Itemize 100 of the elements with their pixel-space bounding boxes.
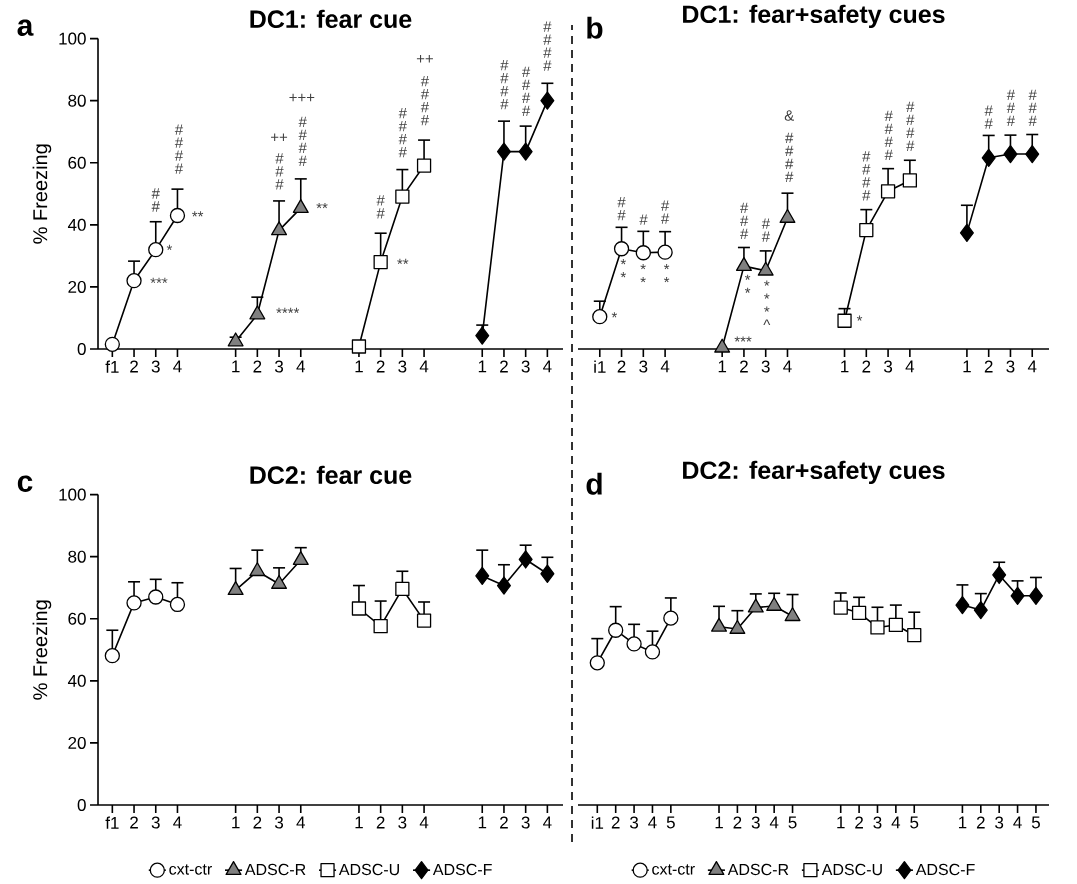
x-tick-label: 3 [639, 360, 648, 373]
x-tick-label: 1 [841, 360, 849, 373]
annotation: * * [744, 274, 751, 293]
x-tick-label: f1 [105, 816, 119, 829]
annotation: * [611, 312, 618, 318]
x-tick-label: 2 [500, 360, 508, 373]
x-tick-label: 4 [173, 360, 182, 373]
y-tick-label: 80 [68, 550, 86, 563]
x-tick-label: 3 [151, 360, 160, 373]
annotation: # # [376, 195, 385, 219]
x-tick-label: 5 [910, 816, 919, 829]
legend-label: cxt-ctr [652, 864, 695, 875]
x-tick-label: 4 [769, 816, 779, 829]
x-tick-label: 4 [173, 816, 182, 829]
x-tick-label: 2 [617, 360, 626, 373]
x-tick-label: 1 [963, 360, 971, 373]
x-tick-label: i1 [594, 360, 606, 373]
y-tick-label: 100 [59, 488, 86, 501]
x-tick-label: 4 [648, 816, 657, 829]
x-tick-label: 3 [751, 816, 760, 829]
y-tick-label: 40 [67, 218, 86, 231]
x-tick-label: i1 [591, 816, 604, 829]
x-tick-label: 2 [253, 816, 262, 829]
x-tick-label: 4 [905, 360, 915, 373]
annotation: d [586, 472, 602, 495]
annotation: * [166, 244, 173, 251]
y-tick-label: 80 [68, 94, 86, 107]
annotation: * * [663, 264, 670, 283]
annotation: * * [640, 264, 646, 283]
y-tick-label: 60 [68, 612, 86, 625]
x-tick-label: 3 [873, 816, 882, 829]
x-tick-label: 1 [232, 816, 240, 829]
x-tick-label: 3 [151, 816, 160, 829]
legend-label: ADSC-R [244, 863, 306, 876]
annotation: # # # # [420, 76, 430, 126]
annotation: ** [192, 211, 204, 217]
annotation: # # # [1028, 89, 1037, 126]
x-tick-label: 4 [419, 816, 429, 829]
x-tick-label: 1 [715, 816, 723, 829]
annotation: # # # [275, 153, 284, 190]
x-tick-label: 2 [611, 816, 620, 829]
x-tick-label: 4 [1027, 360, 1037, 373]
x-tick-label: 3 [521, 360, 530, 373]
x-tick-label: 3 [629, 816, 639, 829]
chart-title: DC1: fear cue [250, 9, 412, 29]
text: c [17, 475, 33, 492]
annotation: # # [761, 218, 771, 242]
x-tick-label: 4 [419, 360, 429, 373]
x-tick-label: 1 [718, 360, 727, 373]
x-tick-label: 1 [478, 360, 487, 373]
text: a [17, 19, 34, 36]
annotation: # # # # [174, 124, 184, 174]
annotation: & [784, 110, 794, 121]
x-tick-label: 2 [855, 816, 863, 829]
legend-label: ADSC-U [821, 863, 882, 876]
x-tick-label: 2 [376, 816, 385, 829]
chart-title: DC2: fear cue [250, 465, 412, 485]
x-tick-label: 2 [733, 816, 742, 829]
x-tick-label: 1 [478, 816, 487, 829]
x-tick-label: 2 [984, 360, 993, 373]
annotation: # # # [740, 202, 749, 239]
annotation: b [587, 16, 603, 39]
x-tick-label: 3 [398, 360, 407, 373]
x-tick-label: 5 [1031, 816, 1040, 829]
annotation: ** [316, 202, 328, 209]
annotation: # # # # [500, 59, 509, 110]
y-axis-title: % Freezing [32, 144, 52, 244]
y-tick-label: 40 [67, 674, 86, 687]
legend-label: ADSC-R [727, 863, 789, 876]
x-tick-label: 4 [543, 360, 552, 373]
annotation: # # # # [398, 108, 407, 158]
x-tick-label: 2 [130, 816, 138, 829]
annotation: # # [617, 197, 626, 221]
x-tick-label: 1 [355, 360, 363, 373]
x-tick-label: 3 [761, 360, 770, 373]
x-tick-label: 3 [521, 816, 530, 829]
x-tick-label: 2 [253, 360, 262, 373]
y-axis-title: % Freezing [32, 600, 52, 700]
x-tick-label: 2 [740, 360, 748, 373]
x-tick-label: 4 [296, 816, 305, 829]
x-tick-label: 1 [232, 360, 240, 373]
x-tick-label: 4 [296, 360, 305, 373]
x-tick-label: 3 [274, 816, 284, 829]
x-tick-label: 4 [891, 816, 901, 829]
x-tick-label: 4 [1013, 816, 1022, 829]
x-tick-label: 2 [130, 360, 138, 373]
annotation: # # # # [884, 110, 893, 161]
y-tick-label: 0 [77, 798, 86, 812]
x-tick-label: 2 [862, 360, 871, 373]
x-tick-label: 4 [660, 360, 670, 373]
annotation: ** [397, 258, 409, 265]
x-tick-label: f1 [105, 360, 119, 373]
annotation: # # # # [785, 132, 794, 183]
annotation: ++ [271, 133, 288, 141]
annotation: * * [620, 259, 626, 278]
x-tick-label: 1 [355, 816, 363, 829]
x-tick-label: 1 [837, 816, 845, 829]
annotation: # # # # [906, 101, 915, 152]
annotation: +++ [289, 93, 315, 102]
x-tick-label: 2 [976, 816, 985, 829]
